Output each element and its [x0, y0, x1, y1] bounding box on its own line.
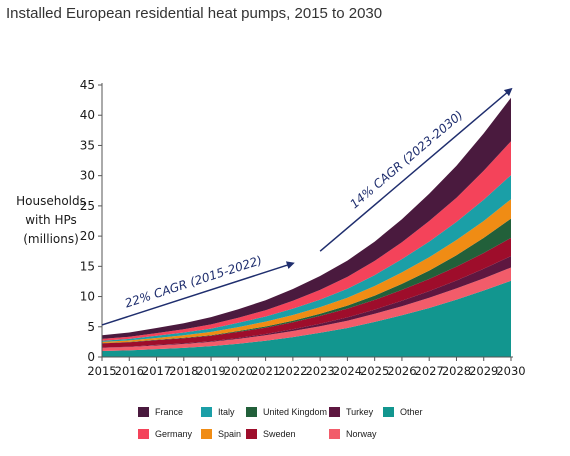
x-tick-label: 2025 [360, 364, 389, 378]
x-tick-label: 2020 [224, 364, 253, 378]
area-norway [102, 267, 511, 351]
legend-item-other: Other [383, 405, 423, 419]
y-tick-label: 10 [80, 290, 95, 304]
legend-swatch [246, 429, 257, 439]
legend-item-sweden: Sweden [246, 427, 296, 441]
y-axis-label: Households with HPs (millions) [6, 192, 96, 249]
area-other [102, 280, 511, 357]
legend-label: Italy [218, 407, 235, 417]
legend-swatch [138, 407, 149, 417]
x-tick-label: 2030 [496, 364, 525, 378]
x-tick-label: 2017 [142, 364, 171, 378]
y-axis-label-line: Households [16, 194, 86, 208]
area-italy [102, 175, 511, 342]
x-tick-label: 2028 [442, 364, 471, 378]
legend-label: Norway [346, 429, 377, 439]
x-tick-label: 2022 [278, 364, 307, 378]
y-tick-label: 20 [80, 229, 95, 243]
legend-swatch [201, 407, 212, 417]
legend-item-france: France [138, 405, 183, 419]
legend-label: Germany [155, 429, 193, 439]
area-united-kingdom [102, 218, 511, 344]
legend-swatch [201, 429, 212, 439]
area-series-group [102, 97, 511, 357]
chart-legend: France Italy United Kingdom Turkey Other Germ… [138, 405, 448, 441]
legend-swatch [329, 407, 340, 417]
cagr-arrow [101, 261, 295, 326]
x-tick-label: 2027 [415, 364, 444, 378]
cagr-arrow [319, 87, 513, 252]
legend-swatch [246, 407, 257, 417]
cagr-annotation-label: 22% CAGR (2015-2022) [123, 253, 264, 310]
y-tick-label: 35 [80, 138, 95, 152]
x-tick-label: 2015 [87, 364, 116, 378]
x-tick-label: 2023 [305, 364, 334, 378]
area-germany [102, 141, 511, 341]
y-tick-label: 30 [80, 169, 95, 183]
y-tick-label: 5 [87, 320, 95, 334]
y-tick-label: 25 [80, 199, 95, 213]
x-tick-label: 2029 [469, 364, 498, 378]
legend-label: United Kingdom [263, 407, 328, 417]
x-tick-label: 2024 [333, 364, 362, 378]
legend-label: France [155, 407, 184, 417]
legend-label: Sweden [263, 429, 296, 439]
y-tick-label: 40 [80, 108, 95, 122]
area-sweden [102, 237, 511, 348]
y-axis-label-line: (millions) [23, 232, 79, 246]
legend-item-united-kingdom: United Kingdom [246, 405, 327, 419]
x-tick-label: 2019 [196, 364, 225, 378]
legend-item-germany: Germany [138, 427, 192, 441]
legend-label: Other [400, 407, 423, 417]
x-tick-label: 2018 [169, 364, 198, 378]
legend-swatch [138, 429, 149, 439]
legend-swatch [329, 429, 340, 439]
legend-item-italy: Italy [201, 405, 235, 419]
page-title: Installed European residential heat pump… [6, 5, 383, 22]
legend-item-turkey: Turkey [329, 405, 373, 419]
area-spain [102, 199, 511, 344]
legend-swatch [383, 407, 394, 417]
y-tick-label: 0 [87, 350, 95, 364]
y-tick-label: 15 [80, 259, 95, 273]
x-tick-label: 2021 [251, 364, 280, 378]
x-tick-label: 2026 [387, 364, 416, 378]
legend-label: Spain [218, 429, 242, 439]
area-france [102, 97, 511, 339]
y-axis-label-line: with HPs [25, 213, 77, 227]
y-tick-label: 45 [80, 78, 95, 92]
x-tick-label: 2016 [115, 364, 144, 378]
legend-label: Turkey [346, 407, 374, 417]
legend-item-spain: Spain [201, 427, 241, 441]
legend-item-norway: Norway [329, 427, 377, 441]
